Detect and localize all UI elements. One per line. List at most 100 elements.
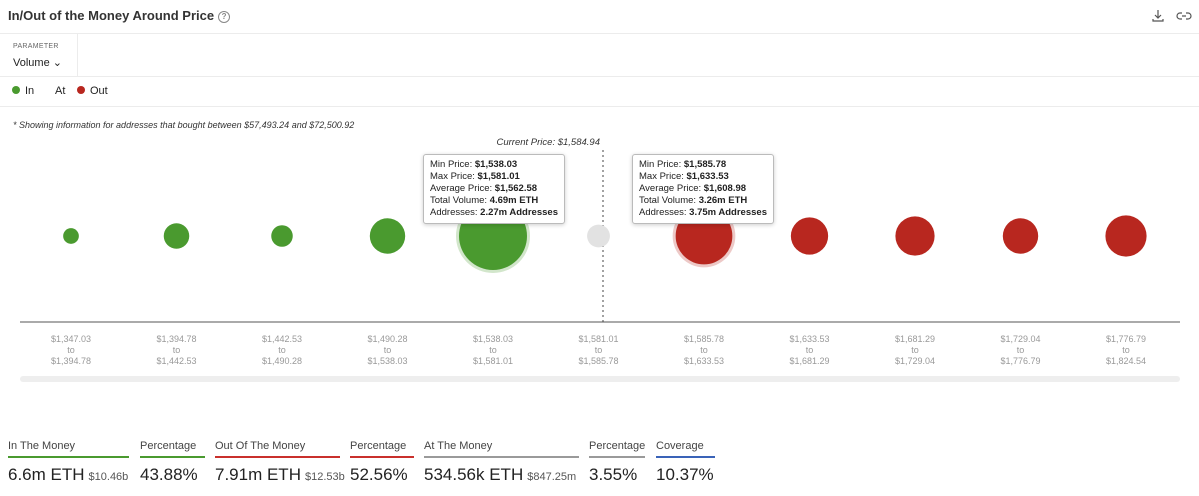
tooltip-row: Total Volume: 4.69m ETH xyxy=(430,195,558,207)
tooltip-label: Average Price: xyxy=(639,183,702,194)
x-label: $1,538.03 to $1,581.01 xyxy=(448,334,538,367)
bubble xyxy=(895,216,935,256)
tooltip-value: $1,633.53 xyxy=(686,171,729,182)
x-to: $1,490.28 xyxy=(261,356,303,366)
x-from: $1,394.78 xyxy=(156,334,197,344)
x-joiner: to xyxy=(1122,345,1130,355)
tooltip-label: Min Price: xyxy=(430,159,473,170)
summary-sub: $847.25m xyxy=(527,471,577,483)
divider xyxy=(0,33,1199,34)
x-from: $1,585.78 xyxy=(683,334,725,344)
legend-label: Out xyxy=(90,85,108,97)
tooltip-row: Min Price: $1,538.03 xyxy=(430,159,558,171)
title-text: In/Out of the Money Around Price xyxy=(8,8,215,23)
parameter-select[interactable]: Volume ⌄ xyxy=(13,57,62,69)
x-joiner: to xyxy=(278,345,286,355)
summary-sub: $12.53b xyxy=(304,471,345,483)
tooltip-value: $1,538.03 xyxy=(474,159,518,170)
x-joiner: to xyxy=(700,345,708,355)
x-from: $1,538.03 xyxy=(472,334,514,344)
tooltip-value: 4.69m ETH xyxy=(489,195,539,206)
x-to: $1,776.79 xyxy=(1000,356,1041,366)
summary-label: Percentage xyxy=(140,440,205,458)
x-from: $1,581.01 xyxy=(578,334,619,344)
x-to: $1,681.29 xyxy=(789,356,830,366)
bubble xyxy=(587,224,610,248)
summary-label: Percentage xyxy=(589,440,645,458)
bubble xyxy=(1002,218,1039,254)
tooltip-value: 2.27m Addresses xyxy=(480,207,558,218)
link-icon[interactable] xyxy=(1176,12,1192,20)
legend-dot xyxy=(77,86,85,94)
tooltip-row: Min Price: $1,585.78 xyxy=(639,159,767,171)
title: In/Out of the Money Around Price? xyxy=(8,8,231,23)
tooltip-row: Total Volume: 3.26m ETH xyxy=(639,195,767,207)
x-from: $1,633.53 xyxy=(789,334,830,344)
tooltip-value: $1,581.01 xyxy=(477,171,520,182)
x-label: $1,347.03 to $1,394.78 xyxy=(26,334,116,367)
download-icon[interactable] xyxy=(1152,10,1164,22)
annotation: Current Price: $1,584.94 xyxy=(496,137,600,148)
tooltip-value: $1,562.58 xyxy=(494,183,538,194)
summary-number: 6.6m ETH xyxy=(8,465,85,484)
tooltip-row: Average Price: $1,562.58 xyxy=(430,183,558,195)
x-from: $1,729.04 xyxy=(1000,334,1041,344)
x-to: $1,585.78 xyxy=(578,356,619,366)
tooltip-value: $1,608.98 xyxy=(703,183,747,194)
tooltip-label: Average Price: xyxy=(430,183,493,194)
tooltip-label: Min Price: xyxy=(639,159,682,170)
x-label: $1,776.79 to $1,824.54 xyxy=(1081,334,1171,367)
bubble xyxy=(163,223,190,249)
legend-item: Out xyxy=(77,85,108,97)
parameter-label: PARAMETER xyxy=(13,43,59,50)
tooltip-label: Max Price: xyxy=(639,171,684,182)
bubble xyxy=(369,218,406,254)
summary-value: 10.37% xyxy=(656,465,714,485)
legend-item: At xyxy=(55,85,65,97)
summary-value: 6.6m ETH $10.46b xyxy=(8,465,128,485)
summary-label: Coverage xyxy=(656,440,715,458)
x-to: $1,581.01 xyxy=(472,356,514,366)
summary-value: 52.56% xyxy=(350,465,408,485)
x-to: $1,538.03 xyxy=(367,356,408,366)
summary-label: Percentage xyxy=(350,440,414,458)
summary-sub: $10.46b xyxy=(88,471,129,483)
x-from: $1,776.79 xyxy=(1105,334,1147,344)
x-to: $1,442.53 xyxy=(156,356,197,366)
tooltip-row: Max Price: $1,581.01 xyxy=(430,171,558,183)
summary-value: 7.91m ETH $12.53b xyxy=(215,465,345,485)
help-icon[interactable]: ? xyxy=(218,11,231,23)
legend-label: At xyxy=(55,85,66,97)
x-to: $1,729.04 xyxy=(894,356,936,366)
tooltip-row: Addresses: 2.27m Addresses xyxy=(430,207,558,219)
summary-label: At The Money xyxy=(424,440,579,458)
divider xyxy=(0,106,1199,107)
summary-label: Out Of The Money xyxy=(215,440,340,458)
summary-number: 43.88% xyxy=(140,465,198,484)
x-joiner: to xyxy=(911,345,919,355)
x-joiner: to xyxy=(594,345,603,355)
tooltip-row: Max Price: $1,633.53 xyxy=(639,171,767,183)
legend-item: In xyxy=(12,85,34,97)
tooltip-label: Max Price: xyxy=(430,171,475,182)
tooltip-label: Addresses: xyxy=(639,207,687,218)
tooltip-value: 3.26m ETH xyxy=(698,195,748,206)
x-joiner: to xyxy=(805,345,814,355)
x-joiner: to xyxy=(172,345,181,355)
x-joiner: to xyxy=(383,345,392,355)
summary-value: 43.88% xyxy=(140,465,198,485)
tooltip-value: $1,585.78 xyxy=(683,159,727,170)
x-label: $1,581.01 to $1,585.78 xyxy=(554,334,644,367)
tooltip-label: Addresses: xyxy=(430,207,478,218)
summary-label: In The Money xyxy=(8,440,129,458)
legend-label: In xyxy=(25,85,35,97)
x-from: $1,681.29 xyxy=(894,334,936,344)
x-label: $1,729.04 to $1,776.79 xyxy=(976,334,1066,367)
tooltip-label: Total Volume: xyxy=(639,195,697,206)
legend-dot xyxy=(12,86,20,94)
scrollbar xyxy=(20,376,1180,382)
parameter-value: Volume xyxy=(13,57,50,69)
toolbar-icons xyxy=(1152,10,1192,22)
x-from: $1,442.53 xyxy=(261,334,303,344)
